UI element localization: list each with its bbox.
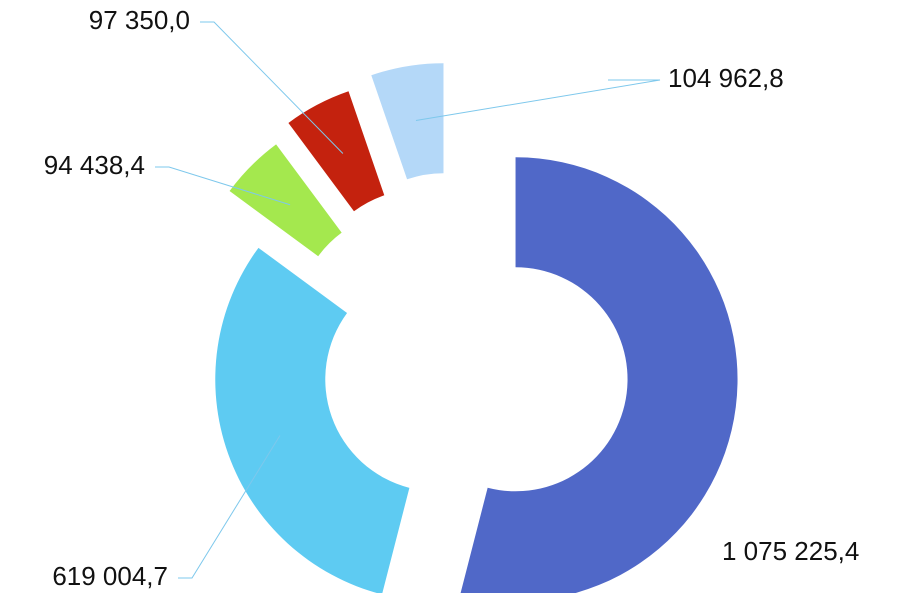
data-label: 104 962,8 — [668, 63, 784, 93]
leader-line — [415, 79, 661, 121]
donut-slice — [288, 91, 385, 212]
leader-line — [178, 435, 281, 579]
donut-slice — [371, 63, 444, 180]
data-label: 1 075 225,4 — [722, 536, 859, 566]
donut-slice — [460, 157, 738, 593]
data-label: 94 438,4 — [44, 150, 145, 180]
donut-slice — [215, 247, 410, 593]
leader-line — [200, 21, 344, 154]
donut-slice — [229, 144, 342, 257]
data-label: 619 004,7 — [52, 561, 168, 591]
leader-line — [155, 166, 291, 206]
data-label: 97 350,0 — [89, 5, 190, 35]
